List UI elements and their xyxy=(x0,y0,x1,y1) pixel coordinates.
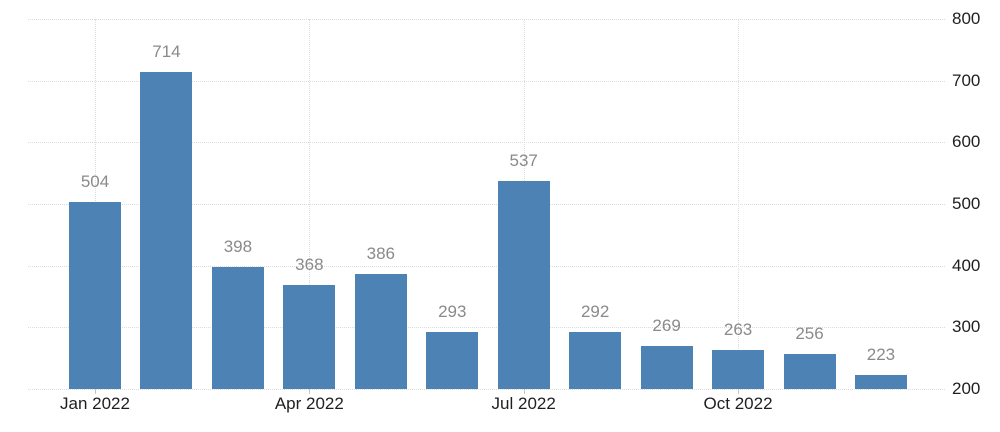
bar xyxy=(569,332,622,389)
x-tick-label: Jul 2022 xyxy=(491,394,556,413)
bar xyxy=(426,331,479,389)
x-tick-label: Oct 2022 xyxy=(703,394,773,413)
y-tick-label: 600 xyxy=(952,132,981,152)
bar-value-label: 256 xyxy=(795,324,824,344)
x-gridline xyxy=(738,19,740,389)
y-gridline xyxy=(28,19,945,20)
bar-value-label: 398 xyxy=(223,236,253,256)
bar xyxy=(283,285,336,389)
y-gridline xyxy=(28,80,945,82)
bar-value-label: 714 xyxy=(152,42,181,62)
bar-value-label: 504 xyxy=(80,171,110,191)
bar-value-label: 263 xyxy=(723,320,753,340)
y-gridline xyxy=(28,327,945,329)
bar xyxy=(640,346,693,389)
y-tick-label: 800 xyxy=(952,9,981,28)
y-gridline xyxy=(28,142,945,144)
bar xyxy=(712,350,765,389)
y-gridline xyxy=(28,265,945,267)
bar xyxy=(854,374,907,389)
bar xyxy=(211,266,264,389)
x-gridline xyxy=(309,19,311,389)
bar-value-label: 269 xyxy=(652,316,681,336)
y-tick-label: 200 xyxy=(952,379,981,398)
y-tick-label: 500 xyxy=(952,194,981,213)
y-gridline xyxy=(28,204,945,205)
bar xyxy=(497,181,550,389)
x-tick-label: Apr 2022 xyxy=(274,394,344,413)
y-tick-label: 400 xyxy=(952,255,981,275)
bar-value-label: 223 xyxy=(866,344,896,364)
y-tick-label: 300 xyxy=(952,317,981,337)
x-tick-mark xyxy=(523,389,525,394)
x-tick-label: Jan 2022 xyxy=(60,394,130,413)
bar-value-label: 368 xyxy=(295,255,324,275)
bar-value-label: 293 xyxy=(438,301,467,321)
bar-value-label: 386 xyxy=(366,244,395,264)
bar xyxy=(140,72,193,389)
bar xyxy=(69,201,121,389)
bar xyxy=(354,274,407,389)
x-tick-mark xyxy=(738,389,740,394)
bar-value-label: 292 xyxy=(580,302,610,322)
x-tick-mark xyxy=(309,389,311,394)
bar-value-label: 537 xyxy=(509,151,538,171)
y-tick-label: 700 xyxy=(952,70,981,90)
bar xyxy=(783,354,836,389)
x-tick-mark xyxy=(95,389,96,394)
y-gridline xyxy=(28,389,945,390)
